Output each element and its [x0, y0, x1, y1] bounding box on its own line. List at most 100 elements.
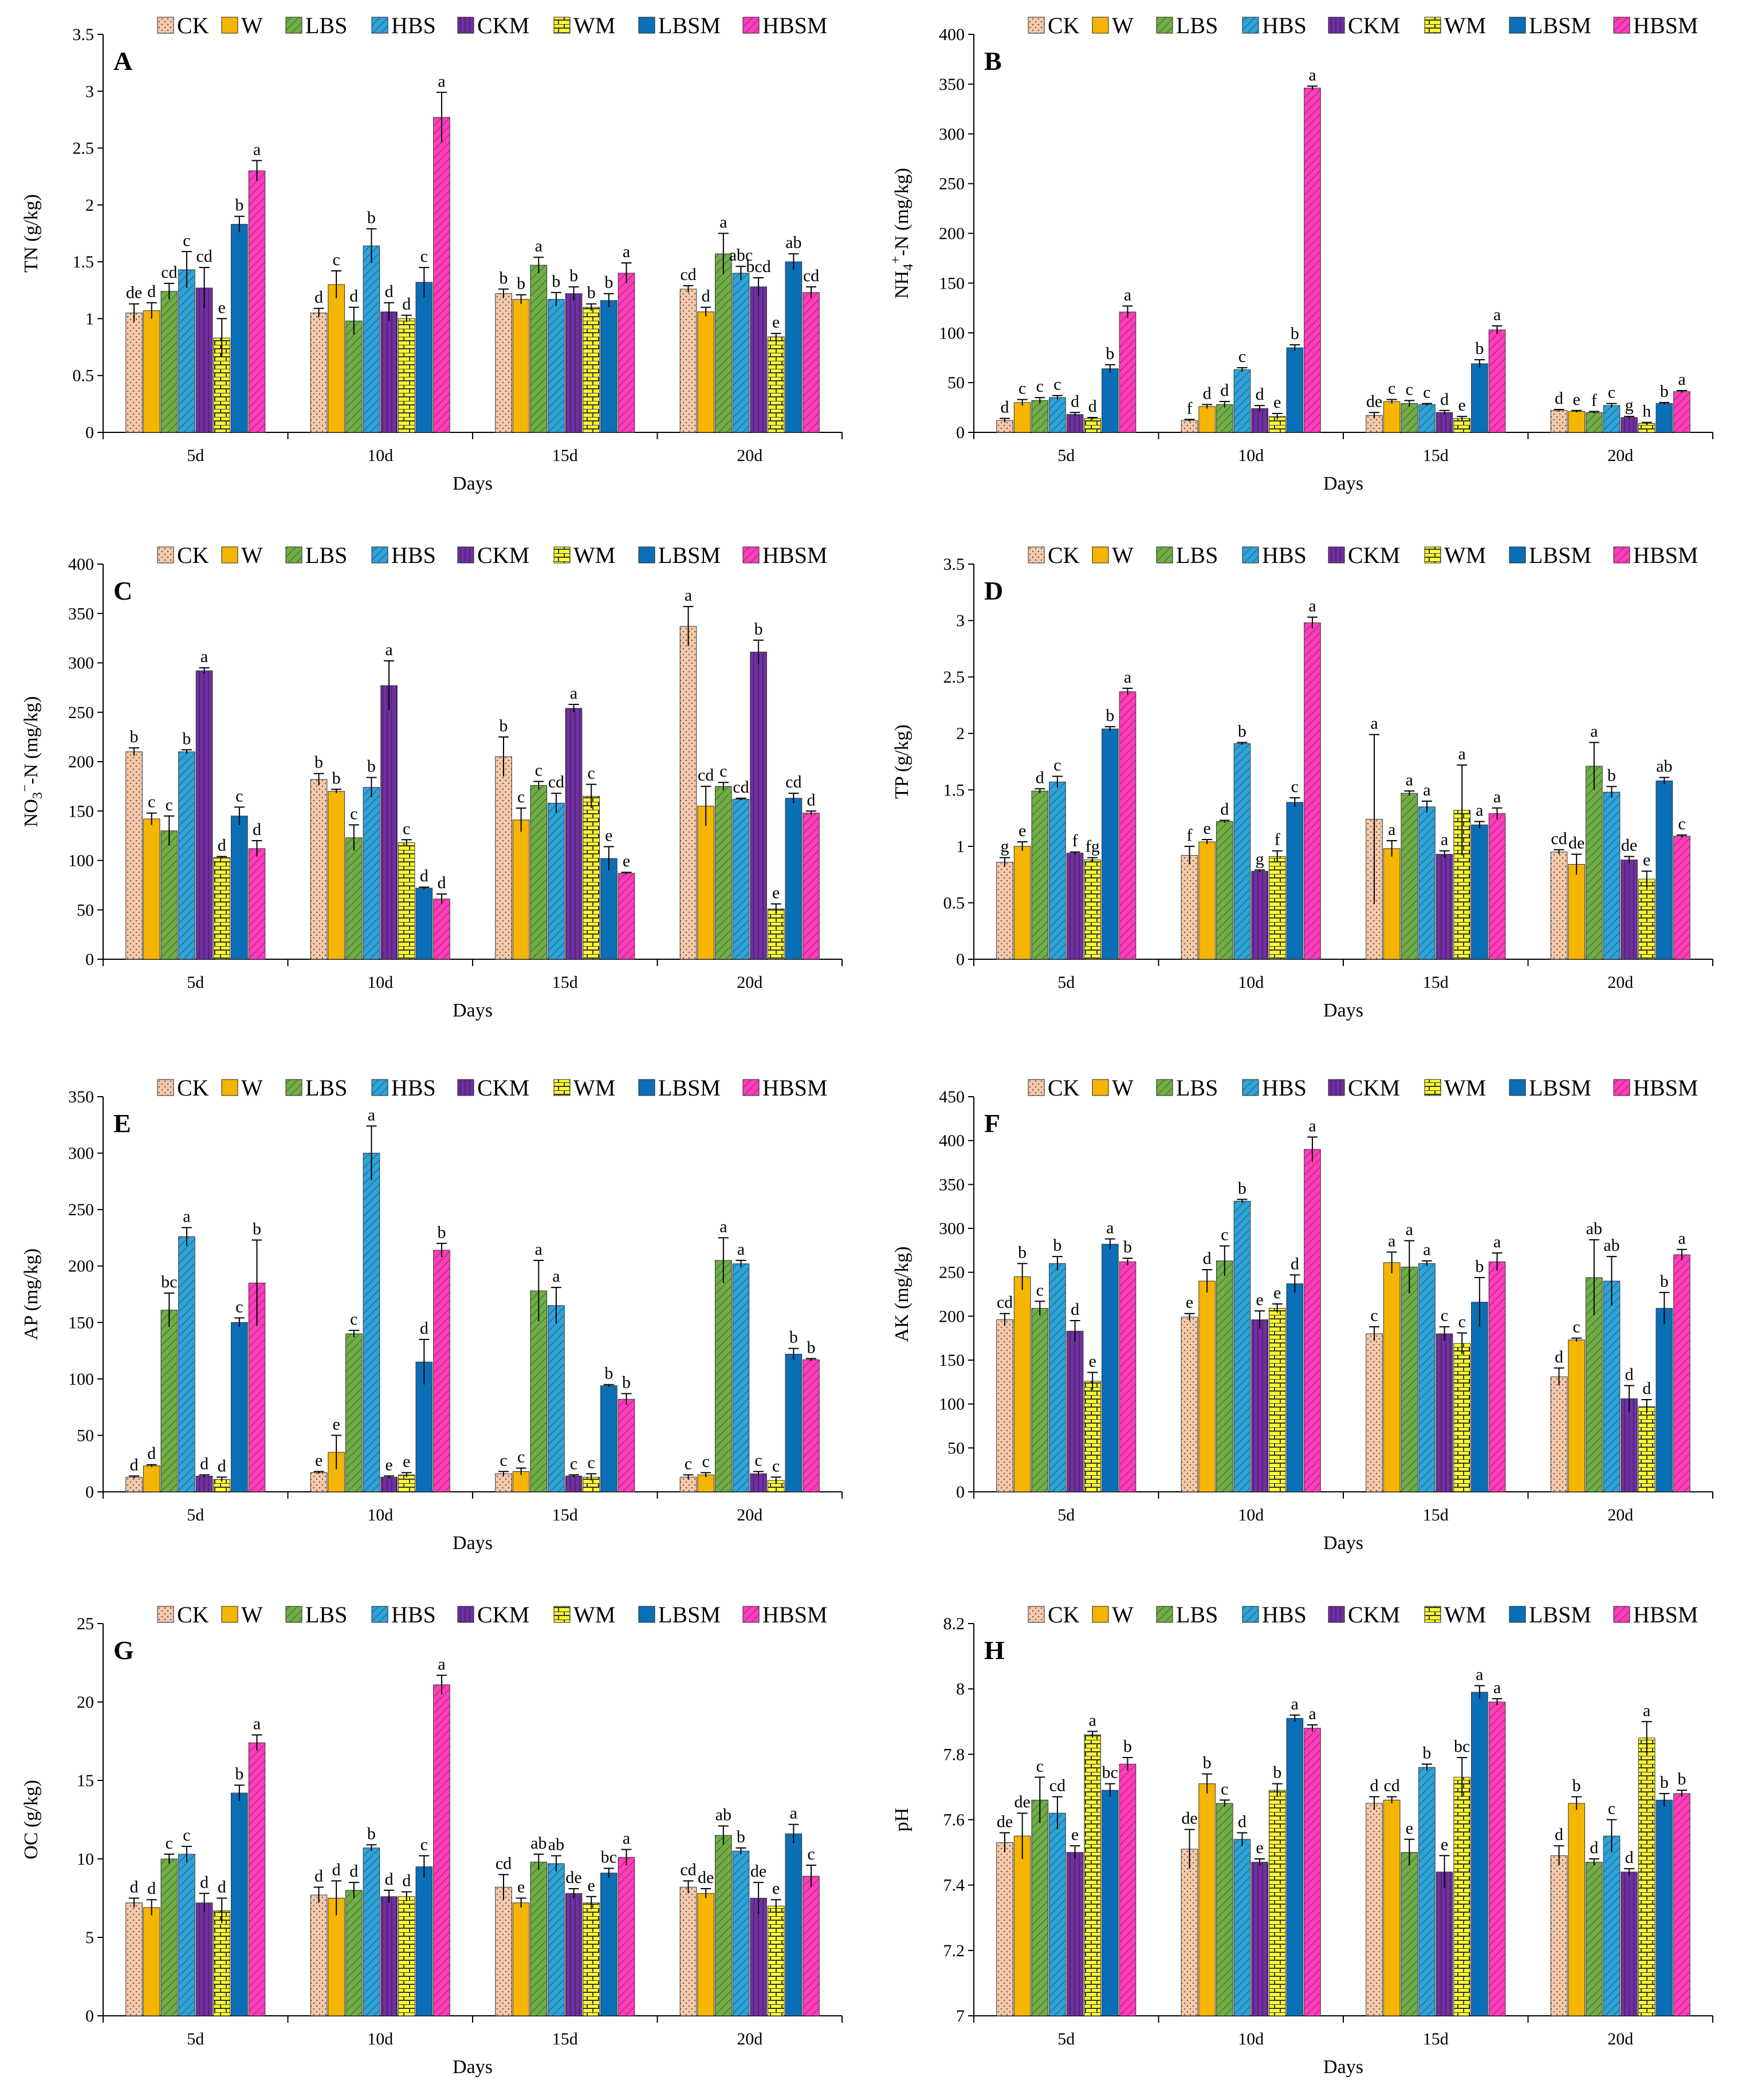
significance-label: c — [1678, 814, 1685, 833]
significance-label: d — [200, 1873, 209, 1892]
significance-label: a — [1423, 781, 1430, 799]
significance-label: cd — [161, 263, 177, 282]
significance-label: a — [253, 1715, 261, 1733]
y-tick-label: 250 — [68, 1200, 94, 1219]
x-tick-label: 5d — [1057, 973, 1075, 992]
legend-swatch — [553, 1606, 571, 1623]
significance-label: c — [570, 1454, 577, 1473]
y-tick-label: 2 — [956, 724, 965, 743]
y-tick-label: 450 — [939, 1088, 965, 1106]
significance-label: d — [1220, 381, 1229, 400]
legend-swatch — [1613, 17, 1630, 34]
significance-label: cd — [785, 773, 801, 791]
significance-label: bc — [1454, 1737, 1470, 1756]
bar-CKM — [565, 1893, 583, 2016]
significance-label: d — [437, 873, 446, 892]
bar-CK — [310, 779, 328, 960]
y-tick-label: 8.2 — [943, 1614, 965, 1633]
bar-HBS — [548, 802, 565, 960]
bar-HBS — [548, 299, 565, 433]
bar-CKM — [195, 287, 213, 433]
bar-HBSM — [248, 1282, 266, 1492]
bar-W — [143, 1907, 160, 2016]
significance-label: b — [1123, 1737, 1132, 1756]
legend-label: HBSM — [762, 1075, 827, 1101]
bar-W — [1013, 846, 1031, 960]
legend-swatch — [157, 1606, 174, 1623]
significance-label: d — [1071, 1300, 1079, 1319]
y-tick-label: 50 — [947, 373, 965, 392]
legend-swatch — [1424, 17, 1441, 34]
bar-W — [1568, 1339, 1585, 1492]
x-tick-label: 5d — [187, 1506, 204, 1524]
legend-label: WM — [1444, 13, 1486, 38]
bar-CKM — [1066, 1330, 1084, 1492]
significance-label: b — [604, 273, 613, 292]
bar-HBSM — [803, 1876, 820, 2016]
legend-swatch — [1509, 1079, 1526, 1096]
bar-HBS — [732, 799, 750, 960]
bar-CKM — [1621, 1398, 1638, 1492]
significance-label: d — [130, 1455, 139, 1474]
bar-HBS — [1233, 743, 1251, 960]
significance-label: d — [218, 836, 226, 855]
significance-label: b — [1291, 324, 1299, 343]
bar-HBSM — [248, 170, 266, 433]
legend-swatch — [1156, 546, 1173, 564]
bar-HBS — [732, 273, 750, 433]
legend-label: CKM — [477, 1075, 529, 1101]
bar-W — [1568, 411, 1585, 433]
significance-label: a — [1458, 744, 1466, 763]
x-tick-label: 15d — [1423, 446, 1449, 465]
bar-CK — [679, 289, 697, 433]
y-tick-label: 150 — [939, 1351, 965, 1370]
bar-CKM — [750, 286, 767, 433]
significance-label: cd — [803, 266, 819, 285]
significance-label: f — [1591, 391, 1597, 410]
bar-CKM — [750, 1473, 767, 1492]
bar-LBS — [714, 1835, 732, 2016]
legend-swatch — [285, 1606, 302, 1623]
significance-label: de — [750, 1862, 766, 1881]
legend-swatch — [1092, 546, 1109, 564]
significance-label: a — [1124, 285, 1131, 304]
x-tick-label: 20d — [737, 1506, 762, 1524]
x-tick-label: 10d — [367, 1506, 393, 1524]
significance-label: a — [1308, 597, 1316, 616]
bar-CKM — [1066, 414, 1084, 433]
legend-label: W — [241, 13, 263, 38]
y-tick-label: 300 — [68, 1144, 94, 1163]
bar-CK — [679, 1476, 697, 1492]
bar-CKM — [380, 1896, 398, 2016]
bar-LBS — [1216, 1803, 1233, 2016]
bar-HBS — [1603, 405, 1621, 433]
legend-label: LBS — [305, 1075, 347, 1101]
legend-label: CKM — [1348, 13, 1400, 38]
bar-LBSM — [1286, 1283, 1304, 1492]
significance-label: a — [183, 1207, 190, 1226]
bar-CKM — [1436, 854, 1453, 960]
significance-label: e — [1273, 1283, 1281, 1302]
bar-HBS — [1603, 1281, 1621, 1492]
significance-label: b — [1607, 766, 1616, 785]
legend-swatch — [1156, 17, 1173, 34]
x-tick-label: 5d — [187, 446, 204, 465]
legend-label: CKM — [1348, 542, 1400, 568]
bar-CKM — [380, 312, 398, 433]
bar-CK — [679, 626, 697, 960]
legend-label: HBS — [391, 1075, 436, 1101]
significance-label: g — [1001, 837, 1009, 856]
significance-label: d — [402, 294, 411, 313]
y-tick-label: 7.4 — [943, 1876, 965, 1895]
significance-label: d — [1625, 1365, 1634, 1384]
bar-HBSM — [1488, 813, 1506, 960]
significance-label: c — [517, 787, 525, 806]
significance-label: b — [253, 1219, 261, 1238]
bar-HBS — [1418, 1767, 1436, 2016]
bar-LBS — [530, 265, 548, 433]
x-axis-label: Days — [453, 1532, 493, 1554]
significance-label: de — [997, 1812, 1013, 1831]
legend-label: CK — [177, 1075, 209, 1101]
bar-HBSM — [1488, 1701, 1506, 2016]
bar-LBS — [1216, 404, 1233, 433]
